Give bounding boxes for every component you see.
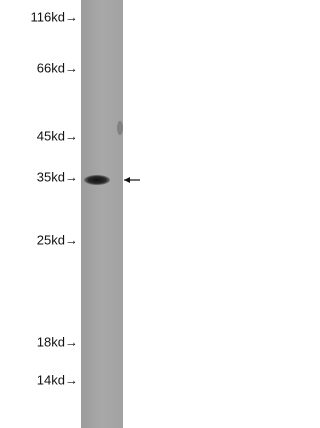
- gel-lane: [81, 0, 123, 428]
- page: WWW.PTGLAB.COM 116kd→ 66kd→ 45kd→ 35kd→ 25kd…: [0, 0, 150, 428]
- marker-label: 25kd→: [37, 232, 78, 247]
- marker-label: 35kd→: [37, 169, 78, 184]
- watermark: WWW.PTGLAB.COM: [35, 240, 54, 420]
- marker-label: 45kd→: [37, 128, 78, 143]
- blot-figure: WWW.PTGLAB.COM 116kd→ 66kd→ 45kd→ 35kd→ 25kd…: [31, 0, 140, 428]
- marker-label: 14kd→: [37, 372, 78, 387]
- protein-band: [84, 175, 110, 185]
- marker-label: 18kd→: [37, 334, 78, 349]
- marker-label: 66kd→: [37, 60, 78, 75]
- band-arrowhead: [124, 177, 130, 183]
- marker-label: 116kd→: [31, 9, 78, 24]
- edge-smear: [117, 121, 123, 135]
